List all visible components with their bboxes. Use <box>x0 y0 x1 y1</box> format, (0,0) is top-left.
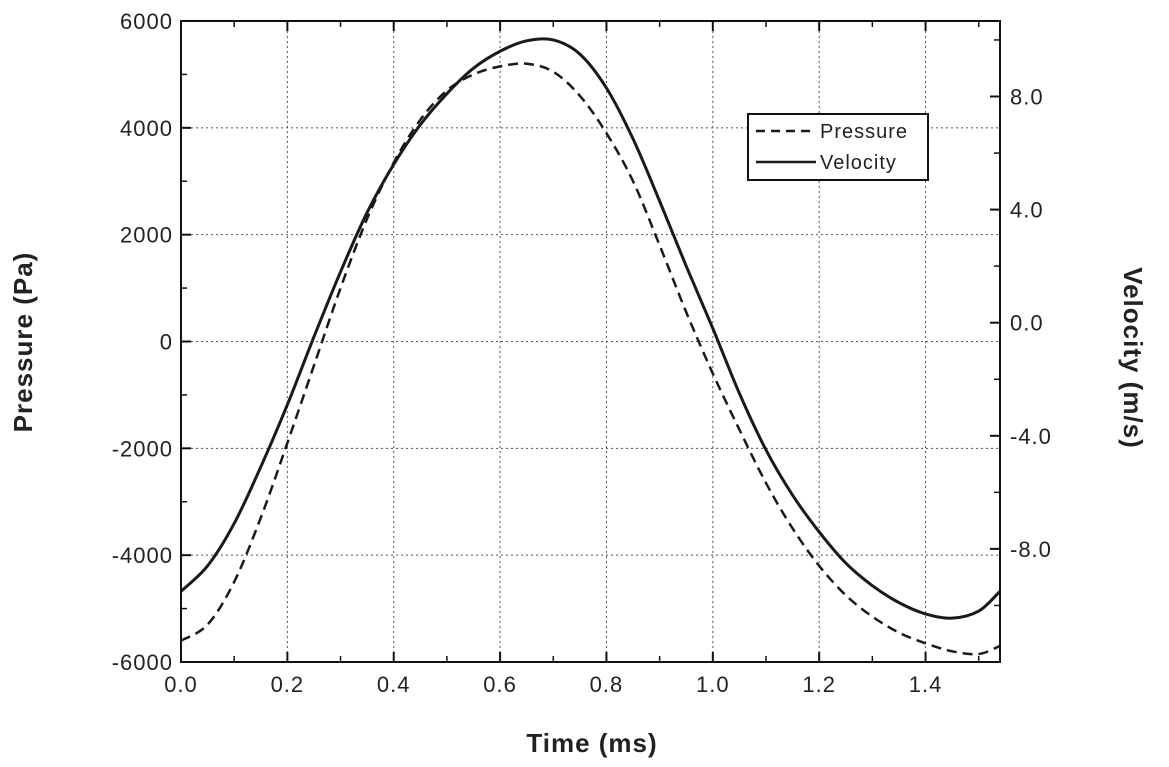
y2-axis-title: Velocity (m/s) <box>1118 267 1148 449</box>
y2-tick-label: 4.0 <box>1010 198 1044 223</box>
y2-tick-label: 8.0 <box>1010 84 1044 109</box>
legend-box <box>747 113 929 181</box>
y-tick-label: -6000 <box>112 650 173 675</box>
y-tick-label: -4000 <box>112 543 173 568</box>
y-axis-title: Pressure (Pa) <box>8 252 38 433</box>
x-tick-label: 0.0 <box>164 672 198 697</box>
x-tick-label: 1.0 <box>696 672 730 697</box>
y2-tick-labels: -8.0 -4.0 0.0 4.0 8.0 <box>1010 84 1052 562</box>
x-axis-title: Time (ms) <box>526 728 657 758</box>
plot-frame <box>180 20 1001 663</box>
y-tick-label: 4000 <box>120 116 173 141</box>
x-tick-label: 0.2 <box>271 672 305 697</box>
series-line-pressure <box>180 62 1001 656</box>
x-tick-label: 0.8 <box>590 672 624 697</box>
y-tick-label: 2000 <box>120 223 173 248</box>
x-tick-label: 0.4 <box>377 672 411 697</box>
series-line-velocity <box>179 37 1002 620</box>
legend: Pressure Velocity <box>747 113 929 181</box>
x-tick-label: 0.6 <box>483 672 517 697</box>
y-tick-label: 0 <box>160 330 173 355</box>
legend-label-pressure: Pressure <box>820 121 908 143</box>
y2-tick-label: -4.0 <box>1010 424 1052 449</box>
x-tick-label: 1.2 <box>802 672 836 697</box>
y-tick-label: -2000 <box>112 436 173 461</box>
x-tick-labels: 0.0 0.2 0.4 0.6 0.8 1.0 1.2 1.4 <box>164 672 943 697</box>
y2-tick-label: 0.0 <box>1010 311 1044 336</box>
y-tick-labels: -6000 -4000 -2000 0 2000 4000 6000 <box>112 9 173 675</box>
series-layer <box>179 37 1002 656</box>
legend-label-velocity: Velocity <box>820 152 897 174</box>
y2-tick-label: -8.0 <box>1010 537 1052 562</box>
y-tick-label: 6000 <box>120 9 173 34</box>
x-tick-label: 1.4 <box>909 672 943 697</box>
